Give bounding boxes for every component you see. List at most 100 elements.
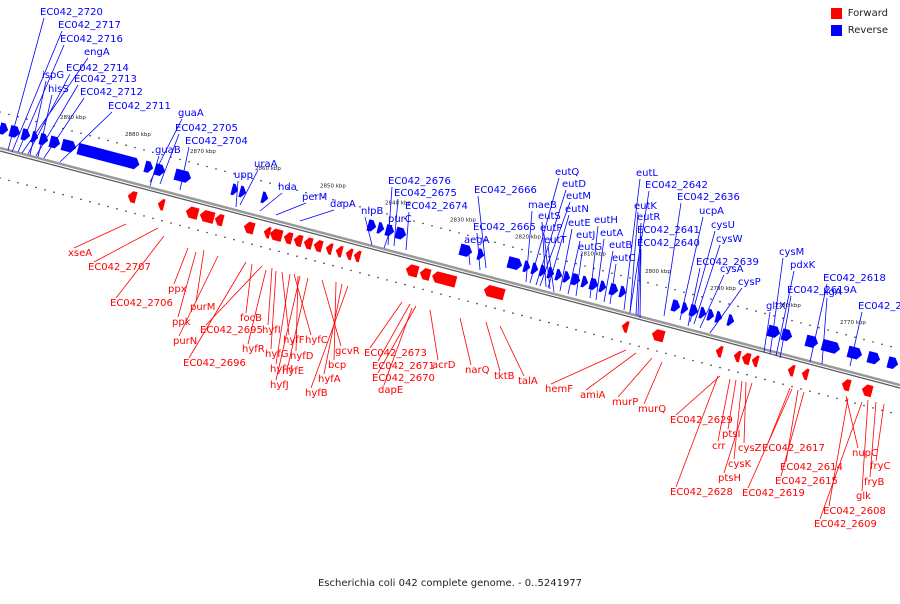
forward-leader-line xyxy=(675,375,721,416)
reverse-gene-arrow xyxy=(886,356,899,370)
reverse-gene-arrow xyxy=(598,280,607,293)
reverse-leader-line xyxy=(17,44,65,153)
guide-dot-lower xyxy=(17,181,19,184)
reverse-leader-line xyxy=(693,244,721,325)
reverse-gene-label: EC042_2666 xyxy=(474,185,537,196)
reverse-gene-label: ispG xyxy=(42,70,64,81)
reverse-gene-label: eutN xyxy=(565,204,589,215)
reverse-gene-label: eutS xyxy=(538,211,561,222)
legend-reverse-label: Reverse xyxy=(847,25,888,36)
reverse-gene-arrow xyxy=(8,125,21,138)
guide-dot-lower xyxy=(440,293,442,295)
reverse-gene-label: eutT xyxy=(544,235,567,246)
reverse-leader-line xyxy=(679,216,704,321)
forward-gene-arrow xyxy=(293,234,304,248)
forward-gene-arrow xyxy=(127,191,138,204)
forward-gene-arrow xyxy=(335,245,344,258)
kbp-tick-label: 2870 kbp xyxy=(190,149,216,155)
guide-dot-lower xyxy=(494,307,496,310)
guide-dot-lower xyxy=(836,397,838,400)
guide-dot-upper xyxy=(575,262,577,265)
forward-gene-label: bcp xyxy=(328,360,346,371)
guide-dot-lower xyxy=(350,269,352,272)
forward-leader-line xyxy=(845,395,859,449)
reverse-gene-arrow xyxy=(698,306,707,319)
forward-leader-line xyxy=(73,223,127,249)
guide-dot-upper xyxy=(818,326,820,329)
reverse-leader-line xyxy=(821,297,828,365)
guide-dot-lower xyxy=(827,395,829,397)
forward-leader-line xyxy=(293,273,312,336)
guide-dot-lower xyxy=(521,314,523,317)
reverse-leader-line xyxy=(529,177,560,284)
reverse-leader-line xyxy=(623,178,641,311)
reverse-leader-line xyxy=(35,84,79,157)
reverse-gene-label: EC042_2640 xyxy=(637,238,700,249)
reverse-gene-label: eutP xyxy=(540,223,562,234)
guide-dot-upper xyxy=(107,139,109,142)
reverse-gene-label: cysA xyxy=(720,264,744,275)
guide-dot-lower xyxy=(620,340,622,343)
kbp-tick-label: 2820 kbp xyxy=(515,235,541,241)
forward-gene-label: cysZ xyxy=(738,443,762,454)
guide-dot-lower xyxy=(332,264,334,267)
forward-gene-label: hyfH xyxy=(270,364,293,375)
guide-dot-lower xyxy=(854,402,856,404)
reverse-leader-line xyxy=(849,311,863,367)
reverse-gene-label: eutA xyxy=(600,228,623,239)
guide-dot-lower xyxy=(377,276,379,279)
reverse-gene-label: cysW xyxy=(716,234,743,245)
forward-gene-arrow xyxy=(841,379,852,392)
reverse-leader-line xyxy=(567,240,581,295)
reverse-gene-label: cysP xyxy=(738,277,761,288)
reverse-gene-label: EC042_2717 xyxy=(58,20,121,31)
guide-dot-lower xyxy=(602,335,604,338)
reverse-gene-label: ligA xyxy=(823,287,842,298)
forward-gene-label: EC042_2707 xyxy=(88,262,151,273)
forward-gene-label: hemF xyxy=(545,384,573,395)
forward-gene-label: ptsI xyxy=(722,429,740,440)
forward-leader-line xyxy=(485,321,501,372)
forward-leader-line xyxy=(585,352,637,391)
guide-dot-lower xyxy=(467,300,469,303)
reverse-gene-label: EC042_2676 xyxy=(388,176,451,187)
guide-dot-lower xyxy=(125,210,127,212)
reverse-gene-label: EC042_2705 xyxy=(175,123,238,134)
reverse-leader-line xyxy=(239,169,259,206)
reverse-gene-label: eutK xyxy=(634,201,657,212)
forward-leader-line xyxy=(321,279,342,347)
reverse-leader-line xyxy=(59,111,113,163)
guide-dot-upper xyxy=(791,319,793,322)
forward-leader-line xyxy=(733,380,743,460)
forward-leader-line xyxy=(875,403,885,462)
forward-gene-arrow xyxy=(751,355,760,368)
reverse-gene-arrow xyxy=(680,301,689,314)
guide-dot-lower xyxy=(863,404,865,407)
guide-dot-lower xyxy=(503,309,505,312)
guide-dot-upper xyxy=(494,241,496,244)
reverse-leader-line xyxy=(809,283,828,363)
reverse-gene-arrow xyxy=(714,310,723,323)
guide-dot-upper xyxy=(26,118,28,120)
forward-gene-label: acrD xyxy=(432,360,456,371)
reverse-gene-label: eutR xyxy=(637,212,660,223)
guide-dot-lower xyxy=(0,177,1,179)
kbp-tick-label: 2880 kbp xyxy=(125,132,151,138)
forward-gene-label: hyfB xyxy=(305,388,328,399)
guide-dot-lower xyxy=(251,243,253,246)
reverse-gene-arrow xyxy=(580,275,589,288)
guide-dot-upper xyxy=(647,281,649,284)
reverse-leader-line xyxy=(7,17,45,151)
guide-dot-lower xyxy=(629,343,631,345)
guide-dot-upper xyxy=(413,220,415,222)
forward-gene-arrow xyxy=(715,345,724,358)
forward-gene-label: ptsH xyxy=(718,473,741,484)
guide-dot-upper xyxy=(314,194,316,196)
guide-dot-upper xyxy=(674,288,676,291)
forward-gene-label: EC042_2615 xyxy=(775,476,838,487)
reverse-gene-label: nlpB xyxy=(361,206,383,217)
forward-gene-label: hyfA xyxy=(318,374,341,385)
guide-dot-lower xyxy=(872,407,874,409)
reverse-gene-arrow xyxy=(780,328,793,342)
guide-dot-lower xyxy=(890,411,892,414)
